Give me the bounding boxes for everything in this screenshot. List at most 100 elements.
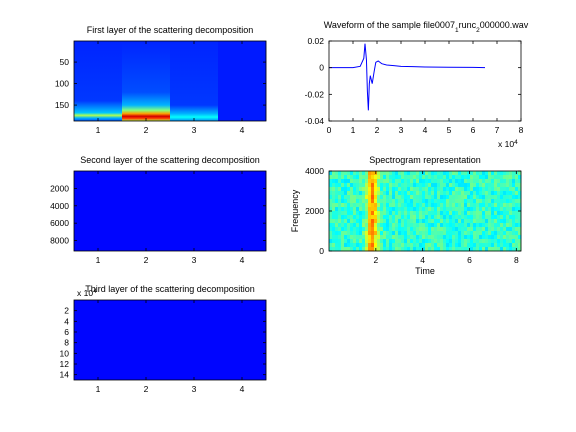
spectrogram-cell	[428, 227, 432, 232]
spectrogram-cell	[335, 207, 339, 212]
spectrogram-cell	[473, 175, 477, 180]
spectrogram-cell	[362, 183, 366, 188]
spectrogram-cell	[419, 231, 423, 236]
spectrogram-cell	[428, 239, 432, 244]
spectrogram-cell	[419, 227, 423, 232]
spectrogram-cell	[431, 223, 435, 228]
spectrogram-cell	[479, 195, 483, 200]
spectrogram-cell	[338, 227, 342, 232]
spectrogram-cell	[458, 247, 462, 252]
spectrogram-cell	[377, 199, 381, 204]
spectrogram-cell	[410, 187, 414, 192]
spectrogram-cell	[467, 231, 471, 236]
spectrogram-cell	[401, 219, 405, 224]
spectrogram-cell	[485, 203, 489, 208]
spectrogram-cell	[476, 171, 480, 176]
spectrogram-cell	[506, 191, 510, 196]
spectrogram-cell	[437, 219, 441, 224]
spectrogram-cell	[488, 239, 492, 244]
spectrogram-cell	[347, 207, 351, 212]
spectrogram-cell	[410, 239, 414, 244]
spectrogram-cell	[458, 231, 462, 236]
spectrogram-cell	[452, 187, 456, 192]
spectrogram-cell	[518, 243, 522, 248]
spectrogram-cell	[515, 227, 519, 232]
spectrogram-cell	[464, 187, 468, 192]
spectrogram-cell	[416, 199, 420, 204]
spectrogram-cell	[374, 231, 378, 236]
spectrogram-cell	[443, 215, 447, 220]
spectrogram-cell	[341, 179, 345, 184]
spectrogram-cell	[419, 207, 423, 212]
spectrogram-cell	[410, 211, 414, 216]
spectrogram-cell	[479, 239, 483, 244]
spectrogram-cell	[332, 211, 336, 216]
spectrogram-cell	[416, 219, 420, 224]
spectrogram-cell	[380, 211, 384, 216]
spectrogram-cell	[437, 175, 441, 180]
spectrogram-cell	[512, 223, 516, 228]
spectrogram-cell	[500, 235, 504, 240]
spectrogram-cell	[443, 211, 447, 216]
spectrogram-cell	[380, 235, 384, 240]
spectrogram-cell	[515, 243, 519, 248]
spectrogram-cell	[329, 223, 333, 228]
spectrogram-cell	[491, 207, 495, 212]
spectrogram-cell	[479, 207, 483, 212]
spectrogram-cell	[398, 187, 402, 192]
spectrogram-cell	[497, 203, 501, 208]
spectrogram-cell	[473, 203, 477, 208]
spectrogram-cell	[401, 191, 405, 196]
spectrogram-cell	[398, 243, 402, 248]
spectrogram-cell	[464, 219, 468, 224]
third-layer-y-tick-label: 8	[64, 338, 69, 348]
spectrogram-cell	[479, 227, 483, 232]
spectrogram-cell	[422, 179, 426, 184]
spectrogram-cell	[506, 247, 510, 252]
spectrogram-cell	[494, 195, 498, 200]
spectrogram-cell	[515, 183, 519, 188]
spectrogram-cell	[458, 219, 462, 224]
spectrogram-cell	[422, 191, 426, 196]
third-layer-heatmap	[74, 300, 267, 380]
spectrogram-cell	[518, 207, 522, 212]
spectrogram-cell	[329, 175, 333, 180]
spectrogram-cell	[512, 195, 516, 200]
spectrogram-cell	[506, 175, 510, 180]
spectrogram-cell	[392, 175, 396, 180]
spectrogram-cell	[464, 171, 468, 176]
spectrogram-cell	[386, 179, 390, 184]
spectrogram-cell	[515, 179, 519, 184]
spectrogram-cell	[434, 227, 438, 232]
spectrogram-cell	[446, 199, 450, 204]
spectrogram-cell	[479, 231, 483, 236]
spectrogram-cell	[482, 215, 486, 220]
spectrogram-cell	[416, 235, 420, 240]
spectrogram-cell	[434, 215, 438, 220]
first-layer-column-1	[74, 41, 123, 121]
spectrogram-cell	[446, 219, 450, 224]
spectrogram-cell	[497, 243, 501, 248]
spectrogram-cell	[494, 223, 498, 228]
spectrogram-cell	[518, 215, 522, 220]
spectrogram-cell	[503, 231, 507, 236]
spectrogram-cell	[341, 223, 345, 228]
spectrogram-cell	[398, 203, 402, 208]
spectrogram-cell	[356, 171, 360, 176]
spectrogram-cell	[437, 231, 441, 236]
spectrogram-cell	[509, 195, 513, 200]
spectrogram-cell	[440, 191, 444, 196]
spectrogram-cell	[461, 243, 465, 248]
spectrogram-cell	[368, 203, 372, 208]
spectrogram-cell	[476, 195, 480, 200]
spectrogram-cell	[392, 235, 396, 240]
spectrogram-cell	[335, 191, 339, 196]
spectrogram-cell	[365, 179, 369, 184]
spectrogram-cell	[341, 195, 345, 200]
spectrogram-cell	[404, 223, 408, 228]
spectrogram-cell	[359, 171, 363, 176]
spectrogram-cell	[404, 187, 408, 192]
spectrogram-cell	[341, 231, 345, 236]
spectrogram-cell	[497, 219, 501, 224]
spectrogram-cell	[431, 179, 435, 184]
